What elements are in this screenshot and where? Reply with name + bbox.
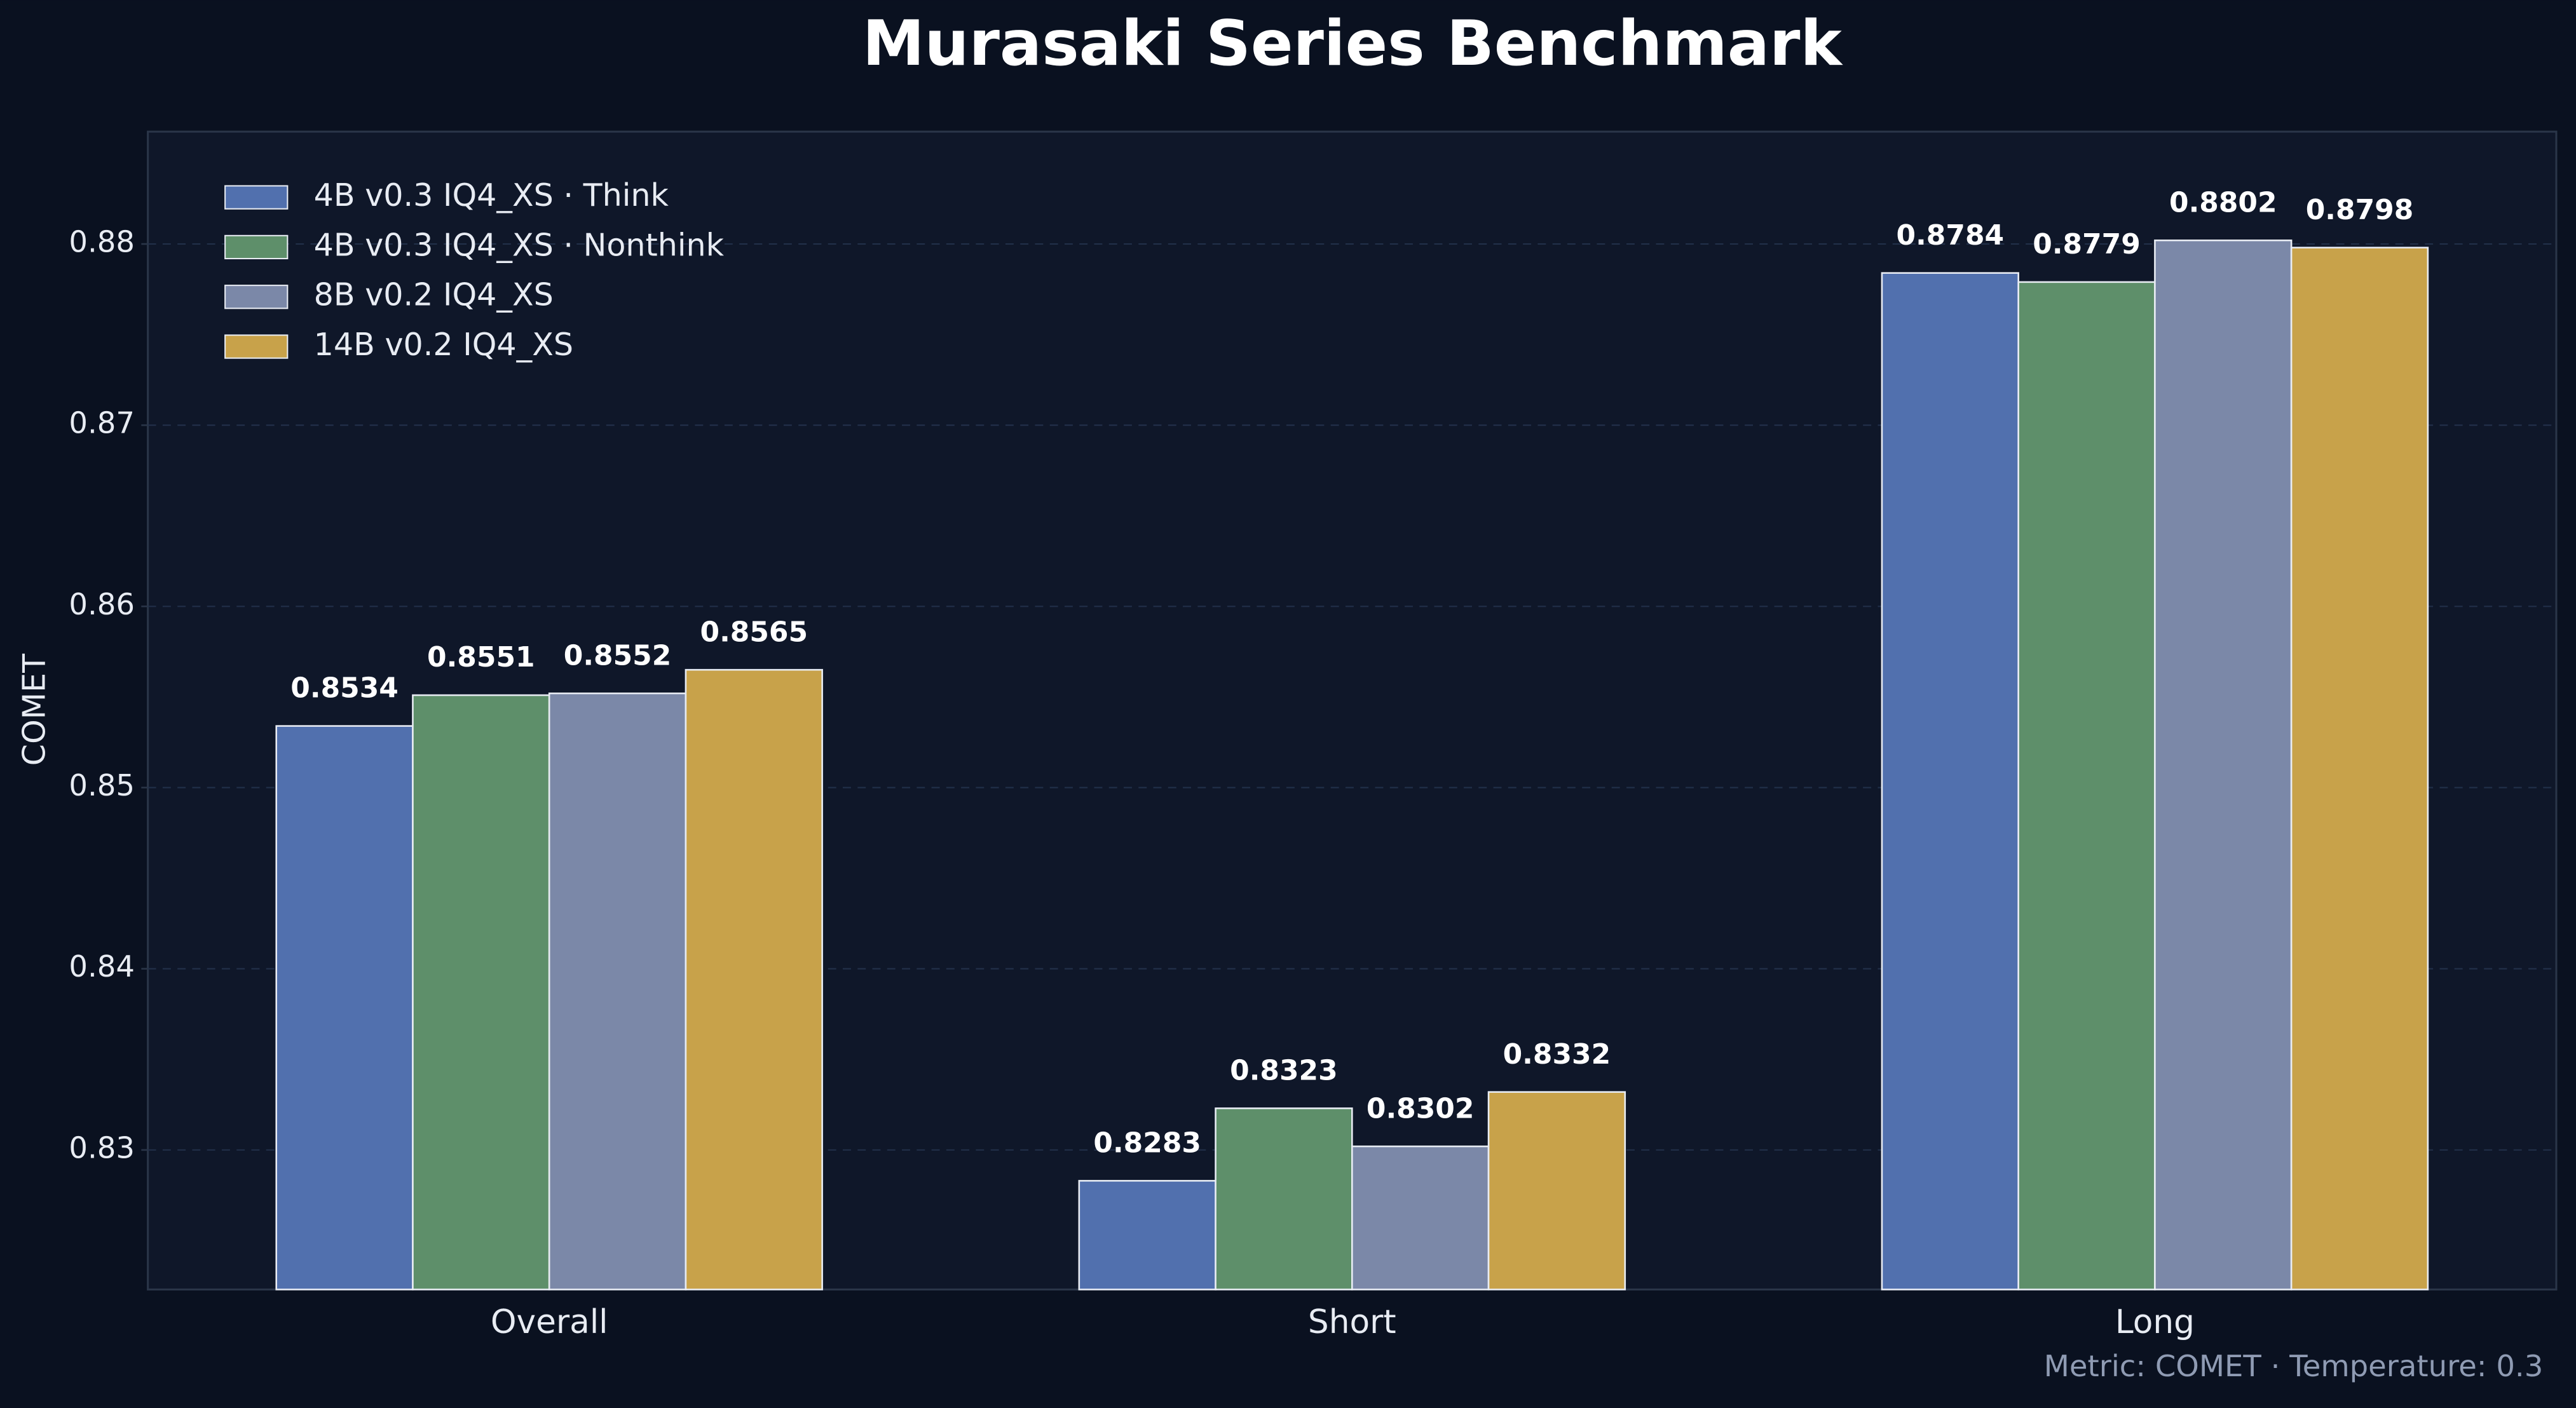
bar	[1487, 1091, 1626, 1290]
legend-label: 4B v0.3 IQ4_XS · Nonthink	[314, 226, 725, 263]
value-label: 0.8798	[2306, 194, 2414, 226]
y-tick-label: 0.88	[69, 225, 135, 259]
value-label: 0.8551	[427, 641, 535, 674]
bar	[1881, 272, 2019, 1290]
value-label: 0.8779	[2033, 228, 2141, 261]
value-label: 0.8283	[1093, 1127, 1201, 1160]
bar	[685, 668, 823, 1290]
bar	[548, 692, 687, 1290]
bar	[1078, 1180, 1216, 1290]
value-label: 0.8802	[2169, 186, 2277, 219]
legend-swatch	[224, 185, 289, 210]
y-axis-label: COMET	[15, 653, 52, 766]
bar	[412, 694, 550, 1290]
legend-label: 4B v0.3 IQ4_XS · Think	[314, 177, 669, 213]
value-label: 0.8534	[290, 672, 399, 705]
y-tick-label: 0.84	[69, 949, 135, 984]
bar	[275, 725, 414, 1290]
x-tick-label: Long	[2115, 1303, 2195, 1341]
y-tick-label: 0.87	[69, 406, 135, 440]
chart-title: Murasaki Series Benchmark	[862, 8, 1844, 80]
value-label: 0.8332	[1503, 1038, 1611, 1071]
legend-label: 14B v0.2 IQ4_XS	[314, 326, 573, 363]
value-label: 0.8784	[1897, 219, 2005, 252]
value-label: 0.8552	[564, 639, 672, 672]
value-label: 0.8565	[700, 616, 808, 648]
bar	[1215, 1107, 1353, 1290]
y-tick-label: 0.85	[69, 768, 135, 802]
bar	[1351, 1145, 1490, 1290]
legend-swatch	[224, 234, 289, 260]
annotation: Metric: COMET · Temperature: 0.3	[2044, 1349, 2544, 1383]
y-tick-label: 0.86	[69, 587, 135, 621]
legend-label: 8B v0.2 IQ4_XS	[314, 276, 554, 313]
x-tick-label: Short	[1308, 1303, 1396, 1341]
legend-swatch	[224, 334, 289, 359]
x-tick-label: Overall	[491, 1303, 608, 1341]
legend-swatch	[224, 285, 289, 309]
bar	[2017, 281, 2156, 1290]
bar	[2154, 240, 2293, 1290]
bar	[2290, 247, 2429, 1290]
value-label: 0.8302	[1366, 1092, 1475, 1125]
y-tick-label: 0.83	[69, 1130, 135, 1165]
value-label: 0.8323	[1230, 1054, 1338, 1086]
